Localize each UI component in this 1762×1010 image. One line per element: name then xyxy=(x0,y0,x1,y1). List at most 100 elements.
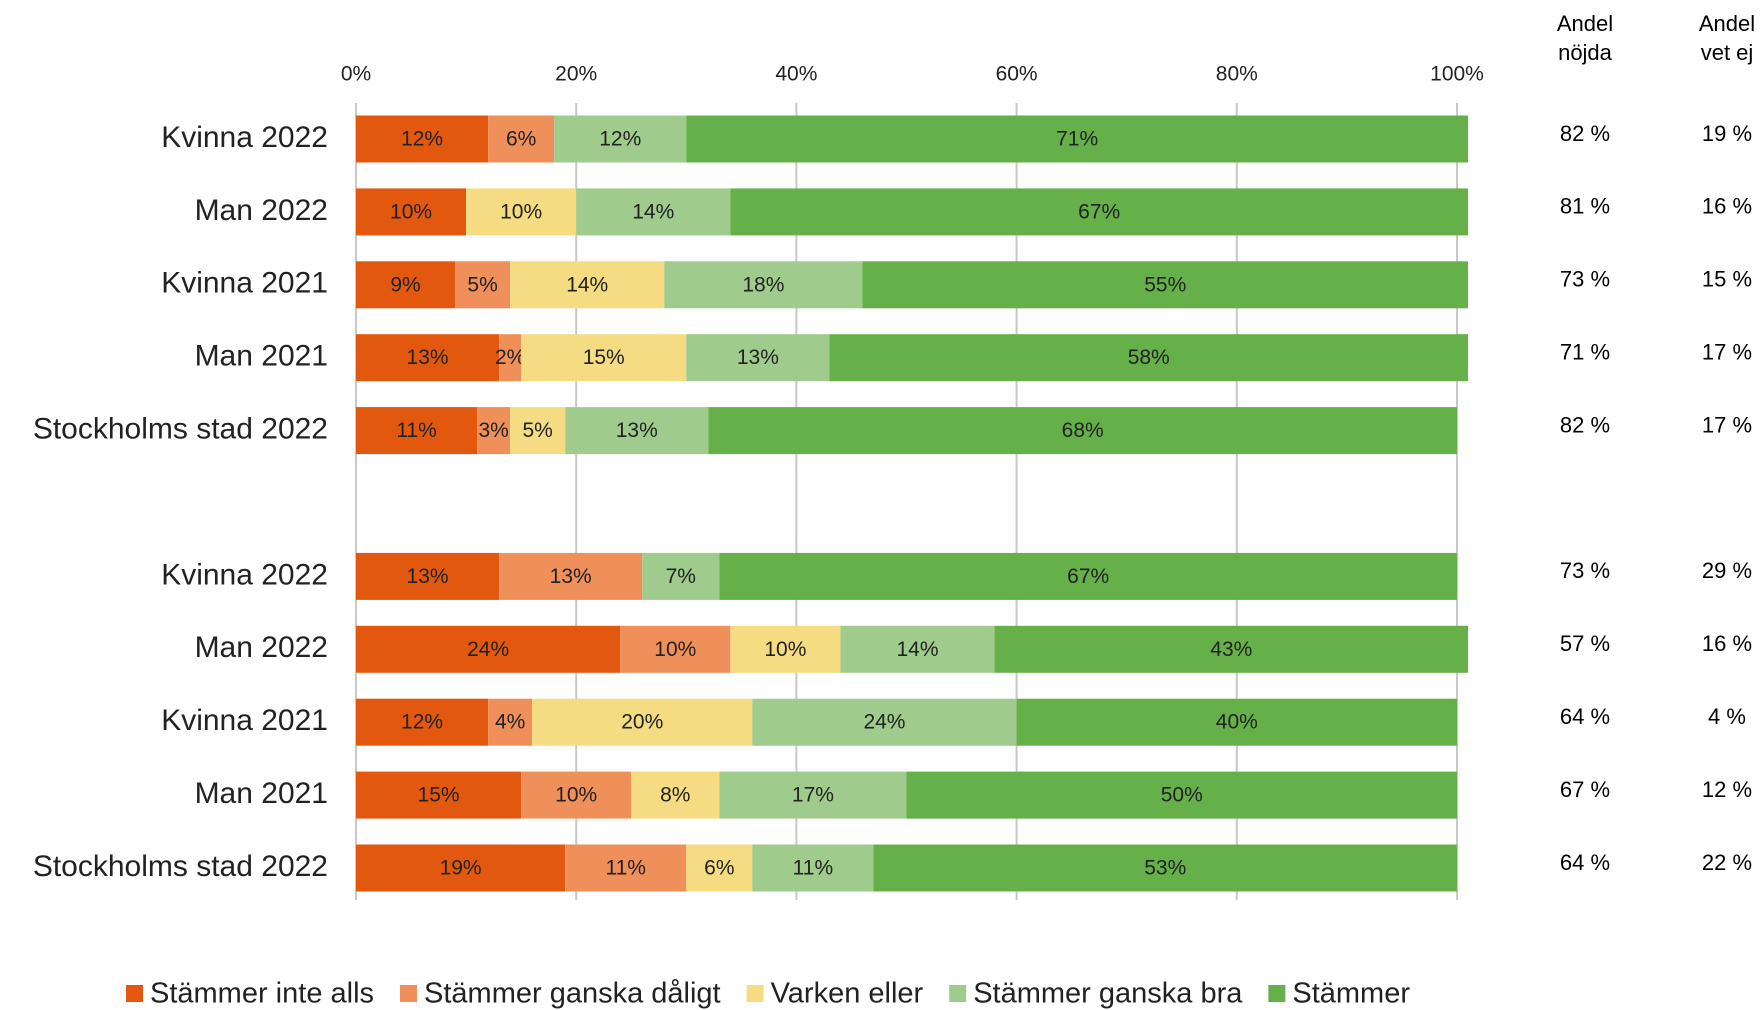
bar-segment xyxy=(466,188,577,236)
data-label: 68% xyxy=(1062,419,1104,442)
column-value: 29 % xyxy=(1702,558,1752,583)
bar-segment xyxy=(873,844,1457,892)
x-tick-label: 80% xyxy=(1216,63,1258,86)
column-header: Andel xyxy=(1557,11,1613,36)
column-value: 82 % xyxy=(1560,412,1610,437)
data-label: 15% xyxy=(418,784,460,807)
legend-label: Stämmer ganska dåligt xyxy=(424,978,721,1010)
column-header: nöjda xyxy=(1558,40,1613,65)
column-value: 73 % xyxy=(1560,267,1610,292)
column-value: 67 % xyxy=(1560,777,1610,802)
column-value: 16 % xyxy=(1702,194,1752,219)
data-label: 67% xyxy=(1067,565,1109,588)
data-label: 10% xyxy=(764,638,806,661)
x-tick-label: 20% xyxy=(555,63,597,86)
data-label: 14% xyxy=(566,273,608,296)
data-label: 7% xyxy=(666,565,696,588)
column-value: 82 % xyxy=(1560,121,1610,146)
bar-segment xyxy=(719,552,1457,600)
bar-segment xyxy=(499,552,643,600)
bar-segment xyxy=(356,334,500,382)
data-label: 13% xyxy=(407,346,449,369)
bar-segment xyxy=(620,625,731,673)
column-value: 15 % xyxy=(1702,267,1752,292)
bar-segment xyxy=(521,771,632,819)
bar-segment xyxy=(719,771,907,819)
data-label: 9% xyxy=(390,273,420,296)
legend-swatch xyxy=(1268,985,1286,1002)
data-label: 12% xyxy=(599,128,641,151)
category-label: Stockholms stad 2022 xyxy=(33,850,328,883)
data-label: 17% xyxy=(792,784,834,807)
data-label: 67% xyxy=(1078,200,1120,223)
data-label: 50% xyxy=(1161,784,1203,807)
bar-segment xyxy=(862,261,1469,309)
bar-segment xyxy=(752,698,1017,746)
bar-segment xyxy=(686,334,830,382)
bar-segment xyxy=(356,188,467,236)
bar-segment xyxy=(708,407,1457,455)
bar-segment xyxy=(510,407,566,455)
category-label: Kvinna 2021 xyxy=(161,704,328,737)
data-label: 10% xyxy=(500,200,542,223)
bar-segment xyxy=(356,844,566,892)
column-value: 73 % xyxy=(1560,558,1610,583)
data-label: 71% xyxy=(1056,128,1098,151)
bar-segment xyxy=(730,188,1469,236)
bar-segment xyxy=(664,261,863,309)
bar-segment xyxy=(840,625,995,673)
bar-segment xyxy=(1016,698,1457,746)
legend-label: Stämmer ganska bra xyxy=(973,978,1243,1010)
bar-segment xyxy=(532,698,753,746)
legend-swatch xyxy=(949,985,967,1002)
data-label: 19% xyxy=(440,857,482,880)
data-label: 15% xyxy=(583,346,625,369)
legend-label: Varken eller xyxy=(771,978,924,1010)
bar-segment xyxy=(642,552,720,600)
column-value: 17 % xyxy=(1702,340,1752,365)
data-label: 5% xyxy=(467,273,497,296)
data-label: 11% xyxy=(606,857,646,880)
x-tick-label: 60% xyxy=(996,63,1038,86)
data-label: 4% xyxy=(495,711,525,734)
bar-segment xyxy=(576,188,731,236)
bar-segment xyxy=(356,625,621,673)
bar-segment xyxy=(510,261,665,309)
data-label: 11% xyxy=(396,419,436,442)
column-value: 17 % xyxy=(1702,412,1752,437)
column-value: 4 % xyxy=(1708,704,1746,729)
legend-label: Stämmer inte alls xyxy=(150,978,374,1010)
column-header: Andel xyxy=(1699,11,1755,36)
legend-label: Stämmer xyxy=(1292,978,1410,1010)
x-tick-label: 100% xyxy=(1430,63,1484,86)
column-value: 64 % xyxy=(1560,704,1610,729)
bar-segment xyxy=(565,407,709,455)
data-label: 8% xyxy=(660,784,690,807)
bar-segment xyxy=(752,844,874,892)
data-label: 11% xyxy=(793,857,833,880)
category-label: Kvinna 2022 xyxy=(161,121,328,154)
column-value: 12 % xyxy=(1702,777,1752,802)
bar-segment xyxy=(488,698,533,746)
bar-segment xyxy=(356,261,456,309)
data-label: 14% xyxy=(632,200,674,223)
data-label: 53% xyxy=(1144,857,1186,880)
category-label: Man 2022 xyxy=(195,194,328,227)
data-label: 43% xyxy=(1210,638,1252,661)
data-label: 6% xyxy=(704,857,734,880)
data-label: 18% xyxy=(742,273,784,296)
bar-segment xyxy=(455,261,511,309)
data-label: 12% xyxy=(401,711,443,734)
column-value: 19 % xyxy=(1702,121,1752,146)
category-label: Stockholms stad 2022 xyxy=(33,413,328,446)
bar-segment xyxy=(356,552,500,600)
x-tick-label: 0% xyxy=(341,63,371,86)
x-tick-label: 40% xyxy=(775,63,817,86)
data-label: 13% xyxy=(737,346,779,369)
bar-segment xyxy=(565,844,687,892)
bar-segment xyxy=(356,407,478,455)
data-label: 58% xyxy=(1128,346,1170,369)
data-label: 5% xyxy=(522,419,552,442)
column-value: 81 % xyxy=(1560,194,1610,219)
data-label: 2% xyxy=(495,346,525,369)
